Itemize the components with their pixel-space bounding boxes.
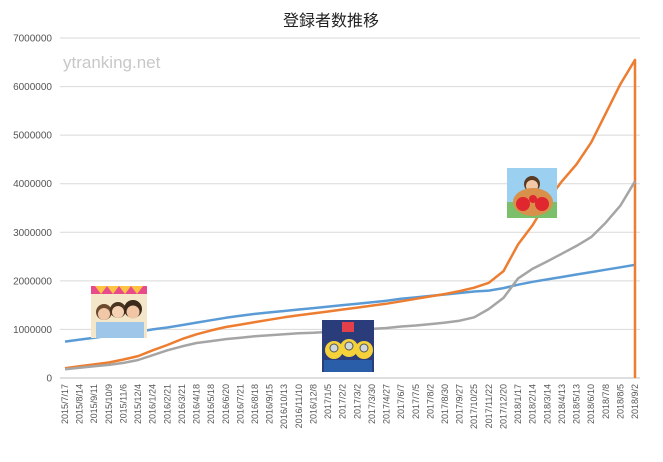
y-tick-label: 7000000 xyxy=(13,34,52,45)
x-tick-label: 2018/4/13 xyxy=(557,384,567,424)
x-tick-label: 2018/8/5 xyxy=(615,384,625,419)
x-tick-label: 2016/8/18 xyxy=(250,384,260,424)
x-tick-label: 2017/2/2 xyxy=(338,384,348,419)
x-tick-label: 2018/7/8 xyxy=(601,384,611,419)
x-tick-label: 2016/9/15 xyxy=(265,384,275,424)
x-tick-label: 2017/8/2 xyxy=(425,384,435,419)
x-tick-label: 2015/7/17 xyxy=(60,384,70,424)
y-tick-label: 3000000 xyxy=(13,228,52,239)
y-tick-label: 0 xyxy=(46,374,52,385)
x-tick-label: 2015/10/9 xyxy=(104,384,114,424)
x-tick-label: 2016/5/18 xyxy=(206,384,216,424)
x-tick-label: 2015/12/4 xyxy=(133,384,143,424)
x-tick-label: 2017/12/20 xyxy=(498,384,508,429)
x-axis-ticks: 2015/7/17 2015/8/14 2015/9/11 2015/10/9 2015… xyxy=(60,384,640,429)
x-tick-label: 2017/1/5 xyxy=(323,384,333,419)
y-axis-ticks: 0 1000000 2000000 3000000 4000000 5000000 6000… xyxy=(13,34,52,385)
x-tick-label: 2016/1/24 xyxy=(148,384,158,424)
x-tick-label: 2015/11/6 xyxy=(118,384,128,423)
x-tick-label: 2018/3/14 xyxy=(542,384,552,424)
series-line-0 xyxy=(64,263,636,343)
x-tick-label: 2018/1/17 xyxy=(513,384,523,424)
x-tick-label: 2015/8/14 xyxy=(75,384,85,424)
photo-thumbnail-family xyxy=(91,286,147,338)
x-tick-label: 2016/7/21 xyxy=(235,384,245,424)
x-tick-label: 2017/4/27 xyxy=(382,384,392,424)
x-tick-label: 2018/9/2 xyxy=(630,384,640,419)
x-tick-label: 2016/10/13 xyxy=(279,384,289,429)
x-tick-label: 2017/8/30 xyxy=(440,384,450,424)
y-tick-label: 2000000 xyxy=(13,276,52,287)
y-tick-label: 5000000 xyxy=(13,131,52,142)
y-tick-label: 6000000 xyxy=(13,82,52,93)
x-tick-label: 2017/10/25 xyxy=(469,384,479,429)
x-tick-label: 2016/2/21 xyxy=(162,384,172,424)
x-tick-label: 2018/5/13 xyxy=(572,384,582,424)
x-tick-label: 2016/3/21 xyxy=(177,384,187,424)
x-tick-label: 2017/3/2 xyxy=(352,384,362,419)
x-tick-label: 2018/2/14 xyxy=(528,384,538,424)
x-tick-label: 2016/4/18 xyxy=(192,384,202,424)
x-tick-label: 2017/9/27 xyxy=(455,384,465,424)
x-tick-label: 2016/6/20 xyxy=(221,384,231,424)
photo-thumbnail-anpanman xyxy=(507,168,557,218)
x-tick-label: 2017/6/7 xyxy=(396,384,406,419)
x-tick-label: 2017/7/5 xyxy=(411,384,421,419)
chart-title: 登録者数推移 xyxy=(283,11,379,30)
photo-thumbnail-minions xyxy=(322,320,374,372)
x-tick-label: 2016/12/8 xyxy=(308,384,318,424)
y-tick-label: 4000000 xyxy=(13,179,52,190)
watermark-text: ytranking.net xyxy=(63,53,161,72)
y-tick-label: 1000000 xyxy=(13,325,52,336)
x-tick-label: 2018/6/10 xyxy=(586,384,596,424)
x-tick-label: 2017/3/30 xyxy=(367,384,377,424)
x-tick-label: 2017/11/22 xyxy=(484,384,494,428)
x-tick-label: 2016/11/10 xyxy=(294,384,304,428)
x-tick-label: 2015/9/11 xyxy=(89,384,99,423)
